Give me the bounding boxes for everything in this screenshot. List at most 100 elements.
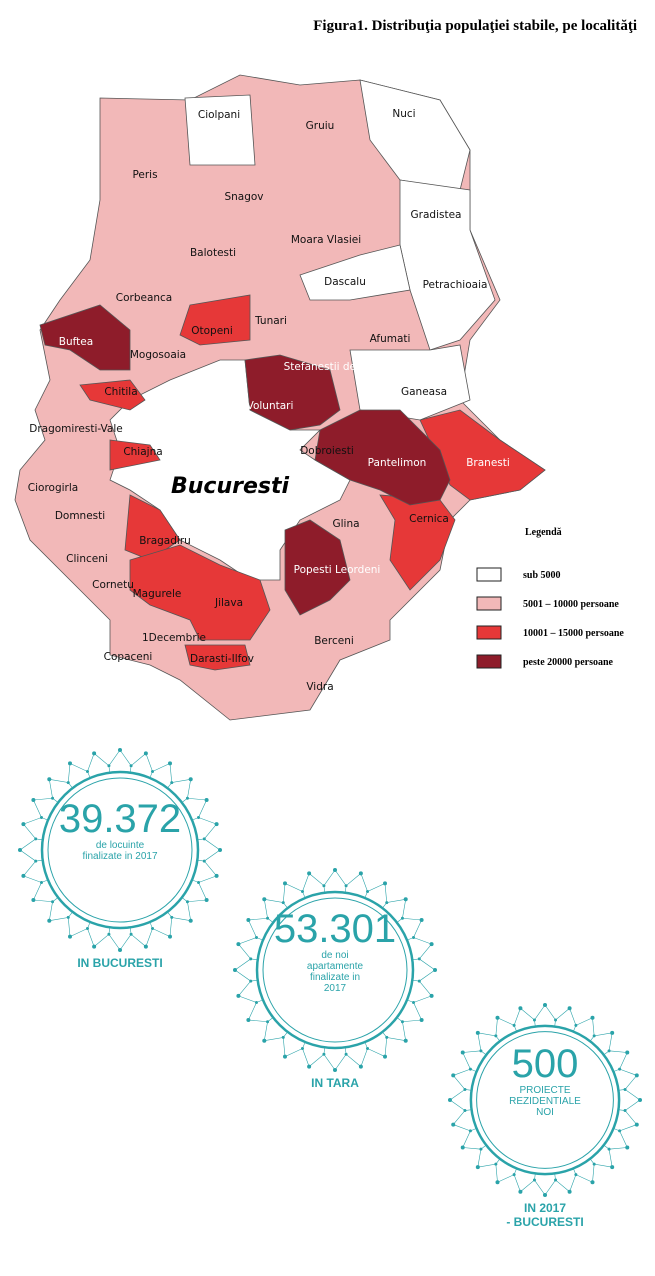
node — [625, 1050, 630, 1055]
node — [512, 1023, 516, 1027]
locality-label: Darasti-Ilfov — [190, 653, 254, 665]
locality-label: Magurele — [133, 588, 182, 600]
node — [623, 1087, 627, 1091]
stat-value: 500 — [512, 1042, 579, 1086]
node — [358, 871, 363, 876]
node — [85, 927, 89, 931]
node — [34, 837, 38, 841]
node — [532, 1018, 536, 1022]
mesh — [119, 749, 147, 773]
mesh — [396, 899, 422, 923]
node — [185, 796, 189, 800]
node — [429, 942, 434, 947]
mesh — [264, 883, 288, 909]
node — [463, 1109, 467, 1113]
node — [479, 1147, 483, 1151]
locality-label: Nuci — [392, 108, 415, 120]
node — [246, 918, 251, 922]
node — [254, 1001, 258, 1005]
mesh — [520, 1004, 546, 1027]
node — [468, 1129, 472, 1133]
mesh — [308, 869, 336, 893]
node — [610, 1165, 615, 1170]
mesh — [569, 1168, 593, 1192]
stat-value: 53.301 — [274, 907, 396, 951]
node — [197, 815, 201, 819]
node — [51, 796, 55, 800]
node — [385, 901, 389, 905]
locality-label: Jilava — [214, 597, 243, 609]
mesh — [603, 1144, 628, 1168]
node — [495, 1015, 500, 1020]
mesh — [167, 763, 191, 789]
node — [66, 915, 70, 919]
stat-caption: finalizate in 2017 — [82, 851, 157, 862]
stat-label: IN 2017 — [524, 1201, 566, 1215]
node — [610, 1030, 615, 1035]
node — [68, 761, 72, 766]
node — [592, 1162, 596, 1166]
mesh — [93, 927, 121, 951]
mesh — [238, 995, 264, 1021]
mesh — [69, 753, 95, 779]
locality-label: Snagov — [224, 191, 263, 203]
node — [266, 916, 270, 920]
node — [262, 1038, 267, 1043]
node — [151, 769, 155, 773]
node — [197, 881, 201, 885]
locality-label: Vidra — [306, 681, 333, 693]
mesh — [603, 1032, 628, 1056]
node — [344, 1052, 348, 1056]
locality-label: Bragadiru — [139, 535, 191, 547]
locality-label: Glina — [332, 518, 359, 530]
node — [233, 968, 237, 972]
mesh — [33, 779, 59, 803]
node — [590, 1180, 595, 1185]
node — [18, 848, 22, 852]
node — [512, 1173, 516, 1177]
node — [51, 900, 55, 904]
mesh — [334, 1047, 362, 1071]
locality-label: Otopeni — [191, 325, 233, 337]
node — [129, 764, 133, 768]
locality-label: Ciolpani — [198, 109, 240, 121]
locality-label: Copaceni — [104, 651, 153, 663]
mesh — [406, 919, 432, 945]
node — [448, 1098, 452, 1102]
mesh — [49, 911, 73, 937]
locality-label: Petrachioaia — [423, 279, 488, 291]
node — [31, 798, 36, 802]
ring — [262, 897, 408, 1043]
node — [618, 1129, 622, 1133]
mesh — [19, 849, 43, 877]
node — [532, 1178, 536, 1182]
node — [129, 932, 133, 936]
locality-label: Stefanestii de Jos — [284, 361, 375, 373]
locality-label: Voluntari — [247, 400, 294, 412]
locality-label: Branesti — [466, 457, 510, 469]
node — [623, 1109, 627, 1113]
stat-caption: apartamente — [307, 961, 364, 972]
node — [518, 1189, 523, 1194]
mesh — [477, 1158, 501, 1183]
node — [625, 1145, 630, 1150]
ring — [40, 770, 200, 930]
node — [47, 918, 52, 923]
mesh — [191, 875, 217, 901]
node — [494, 1162, 498, 1166]
figure-title: Figura1. Distribuţia populaţiei stabile,… — [313, 18, 637, 34]
node — [567, 1006, 572, 1011]
mesh — [589, 1017, 613, 1042]
ring — [476, 1031, 614, 1169]
node — [283, 1054, 287, 1059]
node — [358, 1064, 363, 1069]
node — [475, 1030, 480, 1035]
node — [188, 777, 193, 782]
legend-label: sub 5000 — [523, 570, 561, 581]
node — [214, 822, 219, 827]
mesh — [334, 869, 362, 893]
node — [92, 751, 97, 756]
locality-label: Berceni — [314, 635, 354, 647]
mesh — [406, 995, 432, 1021]
node — [574, 1023, 578, 1027]
